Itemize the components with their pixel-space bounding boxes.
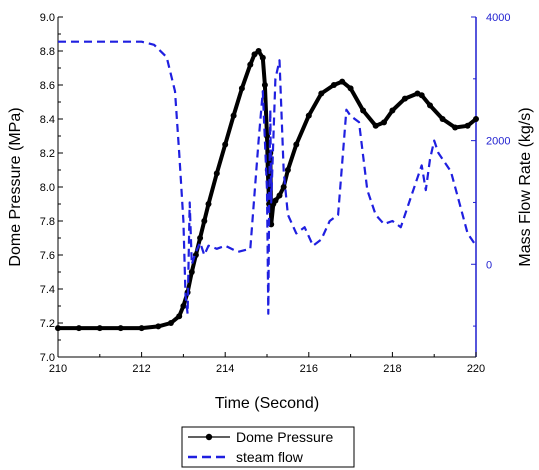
- data-point: [347, 85, 354, 92]
- y-right-tick-label: 2000: [486, 136, 510, 148]
- data-point: [96, 325, 103, 332]
- data-point: [427, 102, 433, 109]
- data-point: [197, 235, 204, 241]
- data-point: [401, 95, 408, 102]
- data-point: [213, 170, 220, 177]
- y-left-tick-label: 9.0: [40, 12, 55, 24]
- y-left-tick-label: 8.8: [40, 46, 55, 58]
- legend-box: [181, 426, 355, 468]
- x-axis-title: Time (Second): [215, 395, 319, 412]
- x-tick-label: 212: [132, 363, 150, 375]
- data-point: [188, 269, 195, 275]
- y-left-tick-label: 8.2: [40, 148, 55, 160]
- data-point: [75, 325, 82, 332]
- legend: Dome Pressure steam flow: [181, 426, 355, 468]
- y-left-axis-title: Dome Pressure (MPa): [7, 107, 24, 266]
- data-point: [339, 78, 346, 85]
- legend-label-dome-pressure: Dome Pressure: [236, 429, 333, 445]
- y-right-tick-label: 4000: [486, 12, 510, 24]
- data-point: [259, 54, 266, 61]
- data-point: [360, 107, 367, 114]
- x-tick-label: 216: [300, 363, 318, 375]
- y-left-tick-label: 7.8: [40, 216, 55, 228]
- y-right-tick-label: 0: [486, 259, 492, 271]
- series-layer: [55, 40, 479, 332]
- data-point: [180, 303, 187, 309]
- data-point: [55, 325, 61, 332]
- data-point: [138, 325, 145, 332]
- data-point: [272, 197, 279, 204]
- data-point: [305, 112, 312, 119]
- data-point: [293, 141, 300, 148]
- data-point: [418, 92, 425, 99]
- x-tick-label: 218: [383, 363, 401, 375]
- y-left-tick-label: 7.6: [40, 250, 55, 262]
- data-point: [372, 122, 379, 129]
- y-right-ticks: 0 2000 4000: [471, 12, 510, 327]
- data-point: [247, 61, 254, 68]
- y-left-tick-label: 7.2: [40, 318, 55, 330]
- data-point: [284, 167, 291, 173]
- data-point: [330, 82, 337, 88]
- x-tick-label: 220: [467, 363, 485, 375]
- data-point: [230, 112, 237, 119]
- data-point: [464, 122, 471, 129]
- legend-label-steam-flow: steam flow: [236, 449, 304, 465]
- data-point: [276, 192, 283, 199]
- data-point: [439, 116, 446, 122]
- data-point: [280, 184, 287, 190]
- y-left-tick-label: 7.0: [40, 352, 55, 364]
- data-point: [255, 48, 262, 54]
- x-ticks: 210 212 214 216 218 220: [49, 352, 485, 375]
- data-point: [117, 325, 124, 332]
- data-point: [176, 313, 183, 320]
- data-point: [201, 218, 208, 224]
- data-point: [473, 116, 479, 122]
- data-point: [452, 124, 459, 131]
- x-tick-label: 214: [216, 363, 234, 375]
- data-point: [251, 51, 258, 58]
- data-point: [222, 141, 229, 148]
- data-point: [155, 323, 162, 330]
- data-point: [381, 119, 387, 126]
- y-right-axis-title: Mass Flow Rate (kg/s): [517, 107, 534, 266]
- y-left-tick-label: 8.4: [40, 114, 55, 126]
- data-point: [261, 82, 268, 88]
- legend-marker-dome-pressure: [205, 433, 213, 441]
- y-left-tick-label: 8.6: [40, 80, 55, 92]
- data-point: [205, 201, 212, 207]
- data-point: [318, 90, 325, 97]
- x-tick-label: 210: [49, 363, 67, 375]
- data-point: [238, 85, 245, 92]
- y-left-tick-label: 8.0: [40, 182, 55, 194]
- data-point: [167, 320, 174, 326]
- y-left-tick-label: 7.4: [40, 284, 55, 296]
- series-line-steam-flow: [58, 40, 477, 315]
- data-point: [389, 107, 396, 114]
- y-left-ticks: 7.0 7.2 7.4 7.6 7.8 8.0 8.2 8.4 8.6 8.8 9.0: [40, 12, 63, 364]
